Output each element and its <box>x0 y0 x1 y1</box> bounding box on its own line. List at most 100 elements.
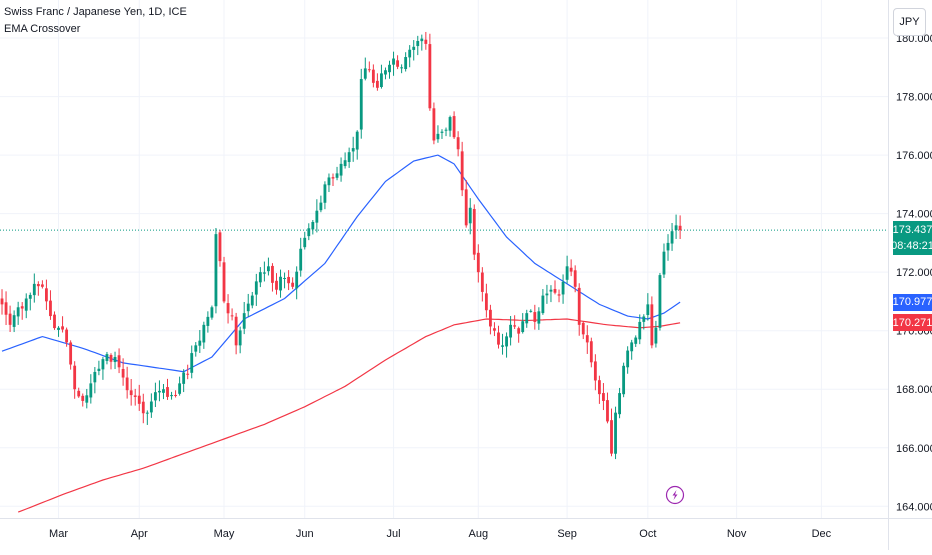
candle <box>602 393 605 401</box>
candle <box>182 372 186 384</box>
candle <box>432 108 436 141</box>
candle <box>271 265 274 283</box>
candle <box>533 312 537 322</box>
candle <box>396 60 399 67</box>
candle <box>589 341 593 363</box>
candle <box>323 184 327 203</box>
candle <box>145 412 149 414</box>
candle <box>105 354 109 361</box>
x-tick-label: Aug <box>469 528 489 540</box>
candle <box>117 355 121 368</box>
candle <box>149 401 153 413</box>
x-tick-label: Nov <box>727 528 747 540</box>
candle <box>162 389 165 393</box>
candle <box>597 380 601 395</box>
ema-fast-tag: 170.977 <box>893 293 932 311</box>
candle <box>166 387 169 397</box>
ema-fast-line <box>1 154 681 373</box>
candle <box>85 395 89 403</box>
candle <box>291 282 295 287</box>
symbol-title[interactable]: Swiss Franc / Japanese Yen, 1D, ICE <box>4 6 187 18</box>
candle <box>61 326 64 330</box>
candle <box>400 67 404 69</box>
candle <box>444 129 448 131</box>
candle <box>460 151 464 191</box>
candle <box>634 337 638 344</box>
candle <box>464 189 468 226</box>
candle <box>287 276 291 284</box>
candle <box>279 276 282 291</box>
candle <box>137 395 141 404</box>
candle <box>267 266 270 272</box>
candle <box>113 357 117 363</box>
candle <box>77 390 81 397</box>
candle <box>234 316 238 346</box>
candle <box>45 288 48 302</box>
candle <box>630 342 634 352</box>
candle <box>549 289 553 292</box>
candle <box>371 69 375 83</box>
candle <box>28 294 32 299</box>
candle <box>670 231 674 244</box>
candle <box>230 315 234 317</box>
candle <box>24 298 28 311</box>
candle <box>125 377 129 391</box>
candle <box>480 272 484 292</box>
candle <box>662 251 666 275</box>
candle <box>392 58 395 65</box>
bar-countdown: 08:48:21 <box>891 240 932 253</box>
candle <box>178 383 182 394</box>
candle <box>404 57 408 70</box>
candle <box>521 321 525 333</box>
currency-button[interactable]: JPY <box>893 8 926 36</box>
candle <box>20 306 24 309</box>
candle <box>40 284 44 287</box>
candle <box>610 420 613 454</box>
candle <box>553 289 557 293</box>
candle <box>65 329 69 343</box>
candle <box>133 395 137 397</box>
candle <box>186 373 190 375</box>
lightning-bolt-icon <box>672 490 678 500</box>
candle <box>638 321 642 340</box>
candle <box>448 117 452 131</box>
candle <box>489 309 492 327</box>
candle <box>642 316 646 322</box>
candle <box>359 79 363 130</box>
candle <box>468 207 472 224</box>
candle <box>335 173 339 178</box>
x-tick-label: Mar <box>49 528 68 540</box>
indicator-label[interactable]: EMA Crossover <box>4 23 81 35</box>
candle <box>497 332 500 345</box>
candle <box>93 371 97 383</box>
candle <box>246 303 250 312</box>
candle <box>436 133 440 140</box>
ema-slow-tag: 170.271 <box>893 314 932 332</box>
candle <box>347 152 351 163</box>
candle <box>517 328 521 334</box>
candle <box>351 148 355 152</box>
candle <box>577 287 581 325</box>
candle <box>0 298 4 305</box>
candle <box>81 395 85 401</box>
candle <box>206 316 210 326</box>
candle <box>129 390 133 396</box>
candle <box>569 267 573 272</box>
candle <box>541 295 545 314</box>
candle <box>384 70 387 75</box>
y-tick-label: 164.000 <box>896 501 932 513</box>
candle <box>484 293 488 311</box>
y-tick-label: 174.000 <box>896 209 932 221</box>
candle <box>339 163 343 176</box>
candle <box>97 368 101 371</box>
candle <box>57 327 60 330</box>
candle <box>626 350 630 368</box>
candle <box>452 116 456 138</box>
y-tick-label: 172.000 <box>896 267 932 279</box>
candle <box>408 49 412 58</box>
candle <box>53 314 56 329</box>
candle <box>375 80 379 88</box>
candle <box>666 242 670 251</box>
